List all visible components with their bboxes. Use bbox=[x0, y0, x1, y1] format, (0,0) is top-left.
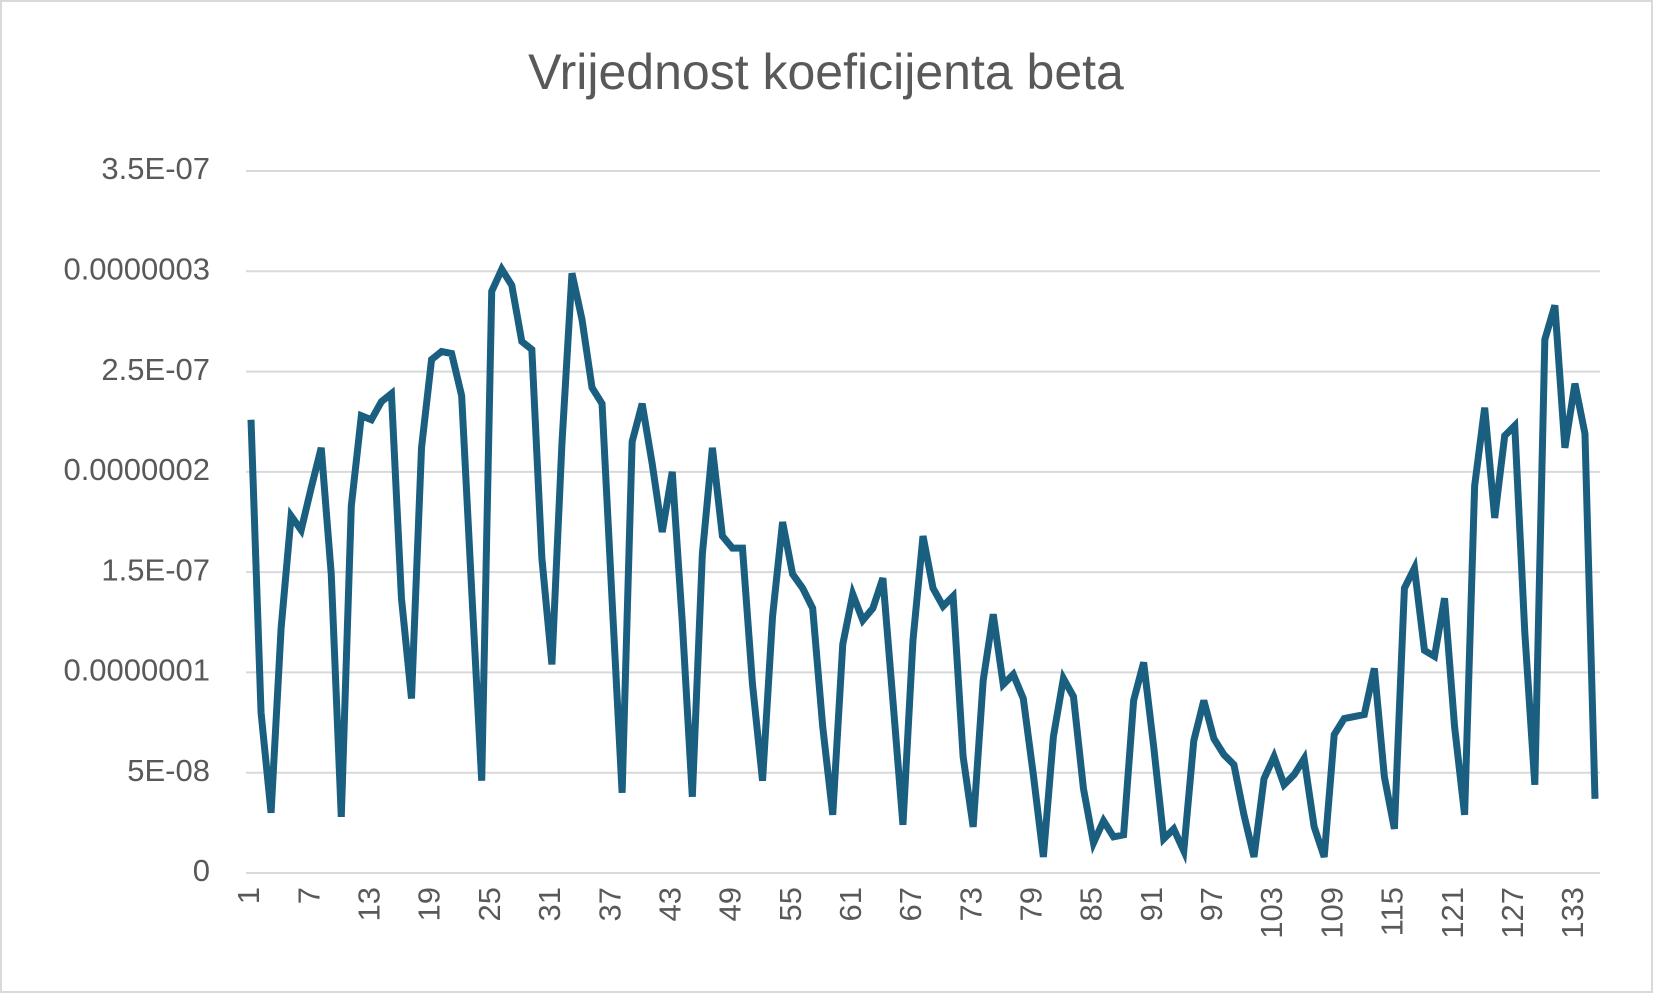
x-tick-label: 121 bbox=[1435, 887, 1470, 939]
x-tick-label: 13 bbox=[352, 887, 387, 921]
y-tick-label: 0.0000003 bbox=[63, 251, 210, 286]
x-tick-label: 19 bbox=[412, 887, 447, 921]
y-tick-label: 0.0000001 bbox=[63, 653, 210, 688]
x-tick-label: 31 bbox=[532, 887, 567, 921]
y-tick-label: 1.5E-07 bbox=[101, 552, 210, 587]
x-tick-label: 85 bbox=[1074, 887, 1109, 921]
x-tick-label: 73 bbox=[953, 887, 988, 921]
x-tick-label: 1 bbox=[231, 887, 266, 904]
y-tick-label: 0 bbox=[193, 853, 210, 888]
x-tick-label: 7 bbox=[291, 887, 326, 904]
x-tick-label: 109 bbox=[1314, 887, 1349, 939]
x-tick-label: 67 bbox=[893, 887, 928, 921]
x-tick-label: 49 bbox=[713, 887, 748, 921]
x-tick-label: 91 bbox=[1134, 887, 1169, 921]
data-line bbox=[247, 261, 1599, 865]
x-tick-label: 25 bbox=[472, 887, 507, 921]
x-tick-label: 103 bbox=[1254, 887, 1289, 939]
y-tick-label: 3.5E-07 bbox=[101, 151, 210, 186]
x-tick-label: 79 bbox=[1014, 887, 1049, 921]
chart-title: Vrijednost koeficijenta beta bbox=[528, 44, 1124, 100]
x-tick-label: 43 bbox=[652, 887, 687, 921]
x-tick-label: 37 bbox=[592, 887, 627, 921]
x-tick-label: 133 bbox=[1555, 887, 1590, 939]
x-tick-label: 127 bbox=[1495, 887, 1530, 939]
x-tick-label: 61 bbox=[833, 887, 868, 921]
x-tick-label: 115 bbox=[1375, 887, 1410, 936]
y-tick-label: 5E-08 bbox=[127, 753, 210, 788]
x-tick-label: 97 bbox=[1194, 887, 1229, 921]
y-tick-label: 0.0000002 bbox=[63, 452, 210, 487]
y-tick-label: 2.5E-07 bbox=[101, 352, 210, 387]
x-tick-label: 55 bbox=[773, 887, 808, 921]
